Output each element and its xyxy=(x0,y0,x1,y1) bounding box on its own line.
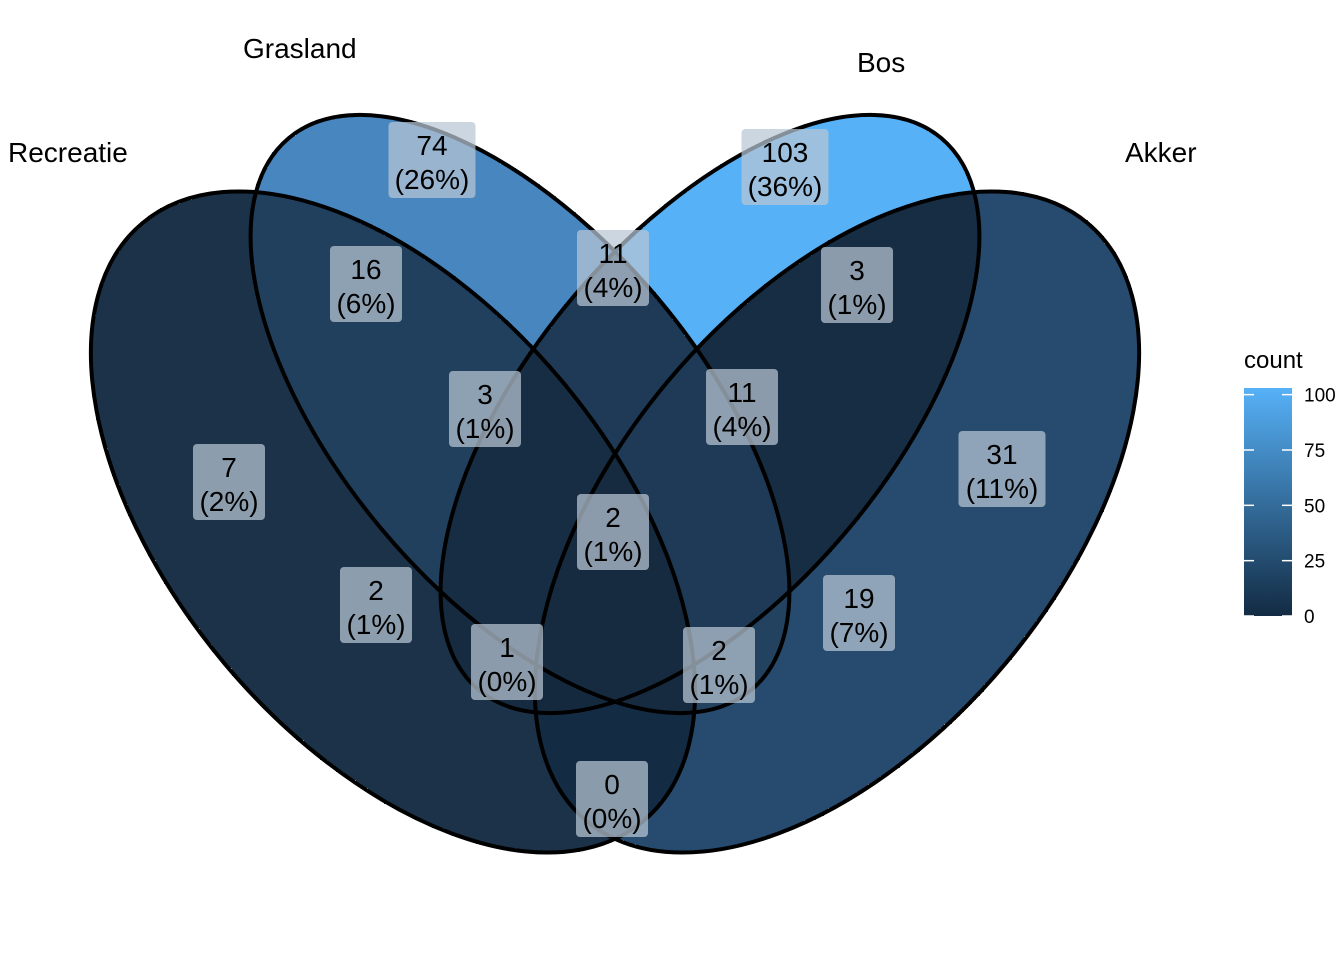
set-label-grasland: Grasland xyxy=(243,33,357,64)
legend-tick-label: 25 xyxy=(1304,552,1325,573)
region-count: 2 xyxy=(605,502,621,533)
region-label-box xyxy=(577,494,649,570)
region-percent: (0%) xyxy=(477,666,536,697)
region-percent: (7%) xyxy=(829,617,888,648)
region-count: 16 xyxy=(350,254,381,285)
set-label-bos: Bos xyxy=(857,47,905,78)
region-count: 2 xyxy=(711,635,727,666)
region-percent: (4%) xyxy=(583,272,642,303)
region-percent: (0%) xyxy=(582,803,641,834)
region-percent: (1%) xyxy=(827,289,886,320)
region-percent: (1%) xyxy=(689,669,748,700)
region-label-box xyxy=(193,444,265,520)
region-label-box xyxy=(449,371,521,447)
region-percent: (6%) xyxy=(336,288,395,319)
region-label-box xyxy=(576,761,648,837)
region-percent: (36%) xyxy=(748,171,823,202)
region-label-recreatie-akker: 0(0%) xyxy=(576,761,648,837)
region-label-box xyxy=(741,129,829,205)
region-percent: (1%) xyxy=(583,536,642,567)
region-label-recreatie-bos: 2(1%) xyxy=(340,567,412,643)
legend-tick-label: 0 xyxy=(1304,607,1315,628)
legend-ticks: 100 75 50 25 0 xyxy=(1244,386,1336,628)
region-label-box xyxy=(388,122,476,198)
region-percent: (26%) xyxy=(395,164,470,195)
region-label-box xyxy=(340,567,412,643)
region-label-grasland-akker: 19(7%) xyxy=(823,575,895,651)
legend-tick-label: 75 xyxy=(1304,441,1325,462)
region-labels: 7(2%)74(26%)103(36%)31(11%)16(6%)11(4%)3… xyxy=(193,122,1046,837)
legend-title: count xyxy=(1244,347,1303,374)
set-label-akker: Akker xyxy=(1125,137,1197,168)
region-label-box xyxy=(823,575,895,651)
region-percent: (11%) xyxy=(966,473,1039,504)
region-count: 3 xyxy=(477,379,493,410)
region-label-box xyxy=(683,627,755,703)
region-label-recreatie-only: 7(2%) xyxy=(193,444,265,520)
region-label-grasland-only: 74(26%) xyxy=(388,122,476,198)
region-count: 0 xyxy=(604,769,620,800)
legend-tick-label: 100 xyxy=(1304,386,1336,407)
set-label-recreatie: Recreatie xyxy=(8,137,128,168)
region-percent: (2%) xyxy=(199,486,258,517)
region-label-bos-only: 103(36%) xyxy=(741,129,829,205)
region-label-box xyxy=(958,431,1046,507)
region-count: 1 xyxy=(499,632,515,663)
region-label-grasland-bos: 11(4%) xyxy=(577,230,649,306)
region-label-recreatie-grasland: 16(6%) xyxy=(330,246,402,322)
region-label-bos-akker: 3(1%) xyxy=(821,247,893,323)
legend-colorbar xyxy=(1244,388,1292,616)
region-count: 2 xyxy=(368,575,384,606)
region-count: 7 xyxy=(221,452,237,483)
region-count: 11 xyxy=(598,238,627,269)
region-count: 3 xyxy=(849,255,865,286)
region-label-box xyxy=(471,624,543,700)
region-count: 74 xyxy=(416,130,447,161)
region-count: 31 xyxy=(986,439,1017,470)
region-label-recreatie-bos-akker: 1(0%) xyxy=(471,624,543,700)
region-label-box xyxy=(577,230,649,306)
region-label-akker-only: 31(11%) xyxy=(958,431,1046,507)
region-percent: (1%) xyxy=(455,413,514,444)
region-percent: (1%) xyxy=(346,609,405,640)
region-label-recreatie-grasland-akker: 2(1%) xyxy=(683,627,755,703)
region-count: 11 xyxy=(727,377,756,408)
region-label-grasland-bos-akker: 11(4%) xyxy=(706,369,778,445)
region-label-all-four: 2(1%) xyxy=(577,494,649,570)
region-percent: (4%) xyxy=(712,411,771,442)
region-label-box xyxy=(821,247,893,323)
legend-tick-label: 50 xyxy=(1304,496,1325,517)
region-label-recreatie-grasland-bos: 3(1%) xyxy=(449,371,521,447)
set-labels: Recreatie Grasland Bos Akker xyxy=(8,33,1197,168)
region-count: 103 xyxy=(762,137,809,168)
legend: count 100 75 50 25 0 xyxy=(1244,347,1336,628)
region-label-box xyxy=(706,369,778,445)
region-count: 19 xyxy=(843,583,874,614)
region-label-box xyxy=(330,246,402,322)
